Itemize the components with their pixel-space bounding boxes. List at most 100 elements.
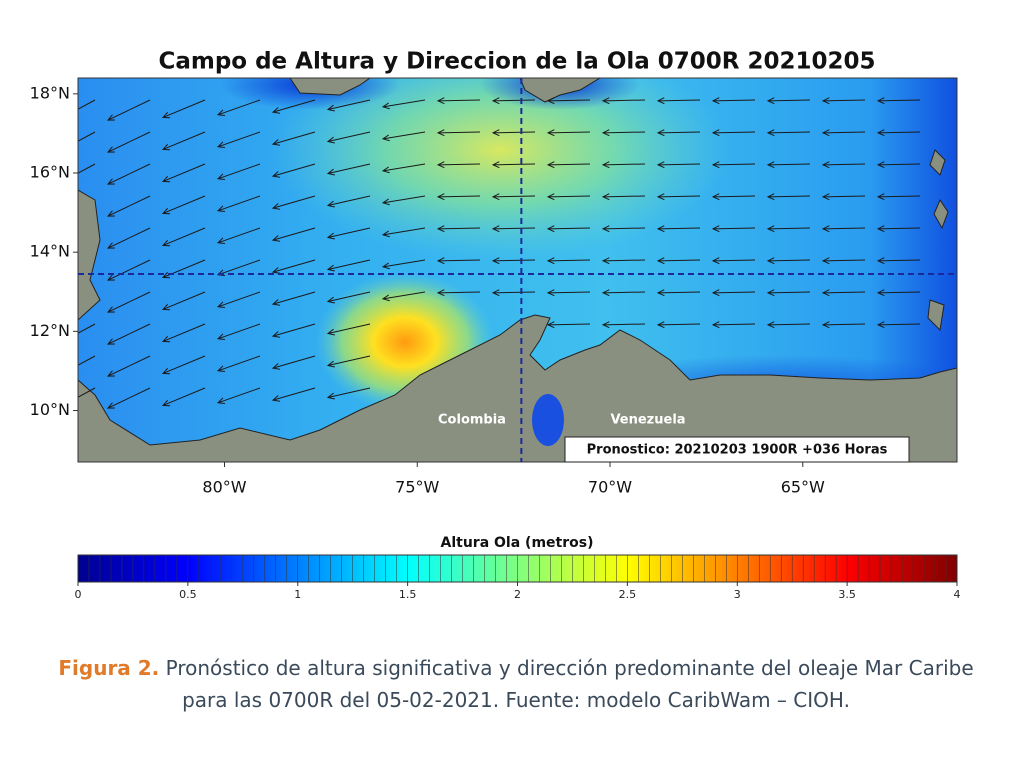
arrow — [106, 259, 151, 281]
arrow — [381, 291, 426, 302]
arrow — [821, 97, 866, 105]
arrow — [216, 291, 261, 309]
colorbar-tick-label: 3.5 — [838, 588, 856, 601]
arrow — [711, 289, 756, 297]
arrow — [491, 257, 536, 265]
y-tick-label: 16°N — [30, 163, 70, 182]
colorbar-tick-label: 0.5 — [179, 588, 197, 601]
arrow — [161, 291, 206, 311]
colorbar-axis: 0 0.5 1 1.5 2 2.5 3 3.5 4 — [75, 555, 961, 601]
arrow — [656, 225, 701, 233]
arrow — [271, 131, 316, 146]
arrow — [78, 163, 96, 174]
arrow — [821, 129, 866, 137]
x-tick-label: 70°W — [588, 478, 632, 497]
arrow — [821, 161, 866, 169]
colorbar-tick-label: 1 — [294, 588, 301, 601]
country-label: Colombia — [438, 413, 506, 428]
arrow — [326, 291, 371, 304]
arrow — [106, 291, 151, 313]
arrow — [436, 161, 481, 169]
arrow — [161, 195, 206, 215]
arrow — [656, 257, 701, 265]
arrow — [326, 163, 371, 176]
arrow — [216, 195, 261, 213]
arrow — [161, 323, 206, 343]
lesser-antilles — [929, 149, 946, 176]
arrow — [381, 195, 426, 206]
arrow — [766, 225, 811, 233]
arrow — [876, 225, 921, 233]
arrow — [78, 323, 96, 334]
arrow — [711, 129, 756, 137]
colorbar-tick-label: 3 — [734, 588, 741, 601]
arrow — [161, 99, 206, 119]
arrow — [491, 289, 536, 297]
arrow — [326, 323, 371, 336]
x-tick-label: 65°W — [781, 478, 825, 497]
arrow — [491, 225, 536, 233]
arrow — [326, 355, 371, 368]
arrow — [601, 289, 646, 297]
colorbar-tick-label: 0 — [75, 588, 82, 601]
map-frame — [77, 77, 958, 463]
arrow — [546, 289, 591, 297]
arrow — [656, 129, 701, 137]
hispaniola — [519, 78, 601, 103]
wave-high-area — [270, 78, 730, 260]
caption: Figura 2. Pronóstico de altura significa… — [40, 652, 992, 716]
arrow — [601, 257, 646, 265]
x-tick-label: 75°W — [395, 478, 439, 497]
arrow — [326, 131, 371, 144]
arrow — [78, 131, 96, 142]
central-america — [78, 189, 101, 321]
arrow — [711, 193, 756, 201]
arrow — [271, 163, 316, 178]
arrow — [656, 321, 701, 329]
arrow — [546, 225, 591, 233]
arrow — [821, 225, 866, 233]
arrow — [876, 161, 921, 169]
arrow — [161, 163, 206, 183]
arrow — [106, 387, 151, 409]
arrow — [216, 387, 261, 405]
colorbar-label: Altura Ola (metros) — [441, 535, 594, 551]
arrow — [436, 129, 481, 137]
map-field — [78, 78, 957, 462]
arrow — [216, 227, 261, 245]
arrow — [381, 131, 426, 142]
arrow — [271, 227, 316, 242]
lesser-antilles — [933, 198, 949, 230]
arrow — [656, 97, 701, 105]
arrow — [271, 99, 316, 114]
arrow — [271, 355, 316, 370]
arrow — [271, 323, 316, 338]
x-tick-label: 80°W — [202, 478, 246, 497]
map-axes: 80°W 75°W 70°W 65°W 10°N 12°N 14°N 16°N 18°N — [30, 78, 957, 497]
arrow — [821, 193, 866, 201]
arrow — [711, 161, 756, 169]
forecast-label: Pronostico: 20210203 1900R +036 Horas — [587, 443, 888, 458]
colorbar-tick-label: 1.5 — [399, 588, 417, 601]
arrow — [491, 97, 536, 105]
arrow — [766, 97, 811, 105]
arrow — [216, 355, 261, 373]
arrow — [711, 321, 756, 329]
forecast-box — [564, 436, 910, 463]
arrow — [106, 227, 151, 249]
arrow — [546, 257, 591, 265]
arrow — [106, 195, 151, 217]
arrow — [821, 289, 866, 297]
y-tick-label: 10°N — [30, 400, 70, 419]
arrow — [491, 161, 536, 169]
arrow — [546, 193, 591, 201]
arrow — [876, 257, 921, 265]
arrow — [381, 163, 426, 174]
arrow — [766, 129, 811, 137]
arrow — [381, 227, 426, 238]
y-tick-label: 12°N — [30, 321, 70, 340]
arrow — [876, 193, 921, 201]
arrow — [766, 257, 811, 265]
arrow — [711, 225, 756, 233]
lake-maracaibo — [532, 394, 564, 446]
